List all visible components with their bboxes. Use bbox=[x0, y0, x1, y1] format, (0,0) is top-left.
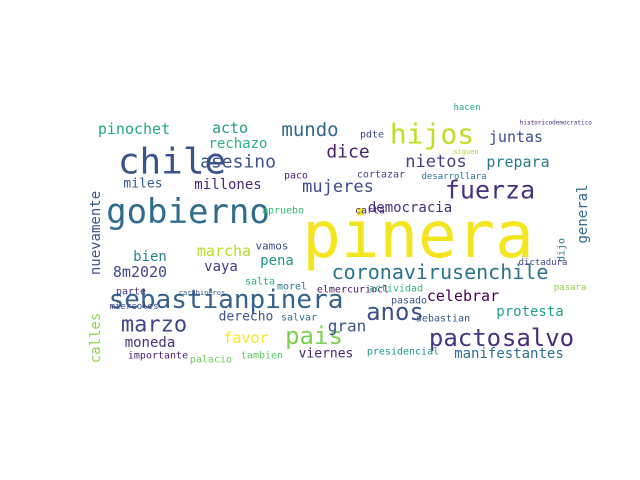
cloud-word: acto bbox=[212, 119, 248, 137]
cloud-word: desarrollara bbox=[421, 172, 486, 182]
cloud-word: marcha bbox=[197, 242, 251, 260]
cloud-word: apruebo bbox=[262, 206, 304, 217]
cloud-word: nietos bbox=[405, 152, 466, 172]
cloud-word: elmercuriocl bbox=[317, 285, 389, 296]
cloud-word: salvo bbox=[502, 324, 574, 352]
cloud-word: mujeres bbox=[302, 177, 374, 197]
cloud-word: gran bbox=[328, 317, 367, 336]
cloud-word: prepara bbox=[486, 153, 549, 171]
cloud-word: viernes bbox=[299, 347, 354, 362]
cloud-word: dice bbox=[326, 142, 369, 163]
cloud-word: hacen bbox=[453, 103, 480, 113]
cloud-word: pasara bbox=[554, 283, 587, 293]
cloud-word: pena bbox=[260, 253, 294, 269]
cloud-word: sebastianpinera bbox=[109, 285, 344, 315]
cloud-word: importante bbox=[128, 351, 188, 362]
cloud-word: carta bbox=[355, 206, 385, 217]
cloud-word: asesino bbox=[200, 152, 276, 173]
cloud-word: juntas bbox=[489, 128, 543, 146]
cloud-word: siguen bbox=[453, 148, 478, 156]
cloud-word: pacto bbox=[429, 324, 501, 352]
cloud-word: morel bbox=[277, 282, 307, 293]
cloud-word: chile bbox=[118, 142, 226, 183]
cloud-word: rechazo bbox=[208, 136, 267, 152]
cloud-word: millones bbox=[194, 177, 261, 193]
cloud-word: protesta bbox=[496, 304, 563, 320]
cloud-word: pinera bbox=[302, 199, 533, 273]
cloud-word: nuevamente bbox=[88, 191, 104, 275]
cloud-word: cortazar bbox=[357, 170, 405, 181]
cloud-word: hijos bbox=[390, 118, 474, 151]
cloud-word: miles bbox=[123, 177, 162, 192]
cloud-word: carabineros bbox=[179, 289, 225, 297]
cloud-word: celebrar bbox=[427, 287, 499, 305]
cloud-word: democratico bbox=[552, 120, 592, 127]
cloud-word: pinochet bbox=[98, 120, 170, 138]
cloud-word: miercoles bbox=[110, 302, 159, 312]
cloud-word: vaya bbox=[204, 259, 238, 275]
cloud-word: salta bbox=[245, 277, 275, 288]
cloud-word: 8m2020 bbox=[113, 263, 167, 281]
cloud-word: dijo bbox=[557, 238, 568, 262]
cloud-word: pais bbox=[285, 322, 343, 350]
cloud-word: marzo bbox=[121, 313, 187, 338]
cloud-word: sebastian bbox=[416, 314, 470, 325]
cloud-word: parte bbox=[116, 287, 146, 298]
cloud-word: pdte bbox=[360, 130, 384, 141]
cloud-word: vamos bbox=[255, 240, 288, 253]
cloud-word: actividad bbox=[369, 284, 423, 295]
cloud-word: tambien bbox=[241, 351, 283, 362]
cloud-word: fuerza bbox=[445, 176, 535, 205]
cloud-word: calles bbox=[88, 313, 104, 364]
cloud-word: mundo bbox=[281, 119, 338, 141]
cloud-word: palacio bbox=[190, 355, 232, 366]
cloud-word: anos bbox=[366, 298, 424, 326]
cloud-word: historico bbox=[520, 120, 553, 127]
cloud-word: paco bbox=[284, 171, 308, 182]
cloud-word: salvar bbox=[281, 313, 317, 324]
cloud-word: favor bbox=[223, 329, 268, 347]
cloud-word: democracia bbox=[368, 200, 452, 216]
cloud-word: bien bbox=[133, 249, 167, 265]
cloud-word: derecho bbox=[219, 310, 274, 325]
cloud-word: dictadura bbox=[519, 258, 568, 268]
cloud-word: coronavirusenchile bbox=[332, 260, 549, 284]
cloud-word: moneda bbox=[125, 335, 176, 351]
cloud-word: manifestantes bbox=[454, 346, 564, 362]
cloud-word: general bbox=[575, 184, 591, 243]
cloud-word: pasado bbox=[391, 296, 427, 307]
cloud-word: presidencial bbox=[367, 347, 439, 358]
cloud-word: gobierno bbox=[106, 192, 270, 232]
